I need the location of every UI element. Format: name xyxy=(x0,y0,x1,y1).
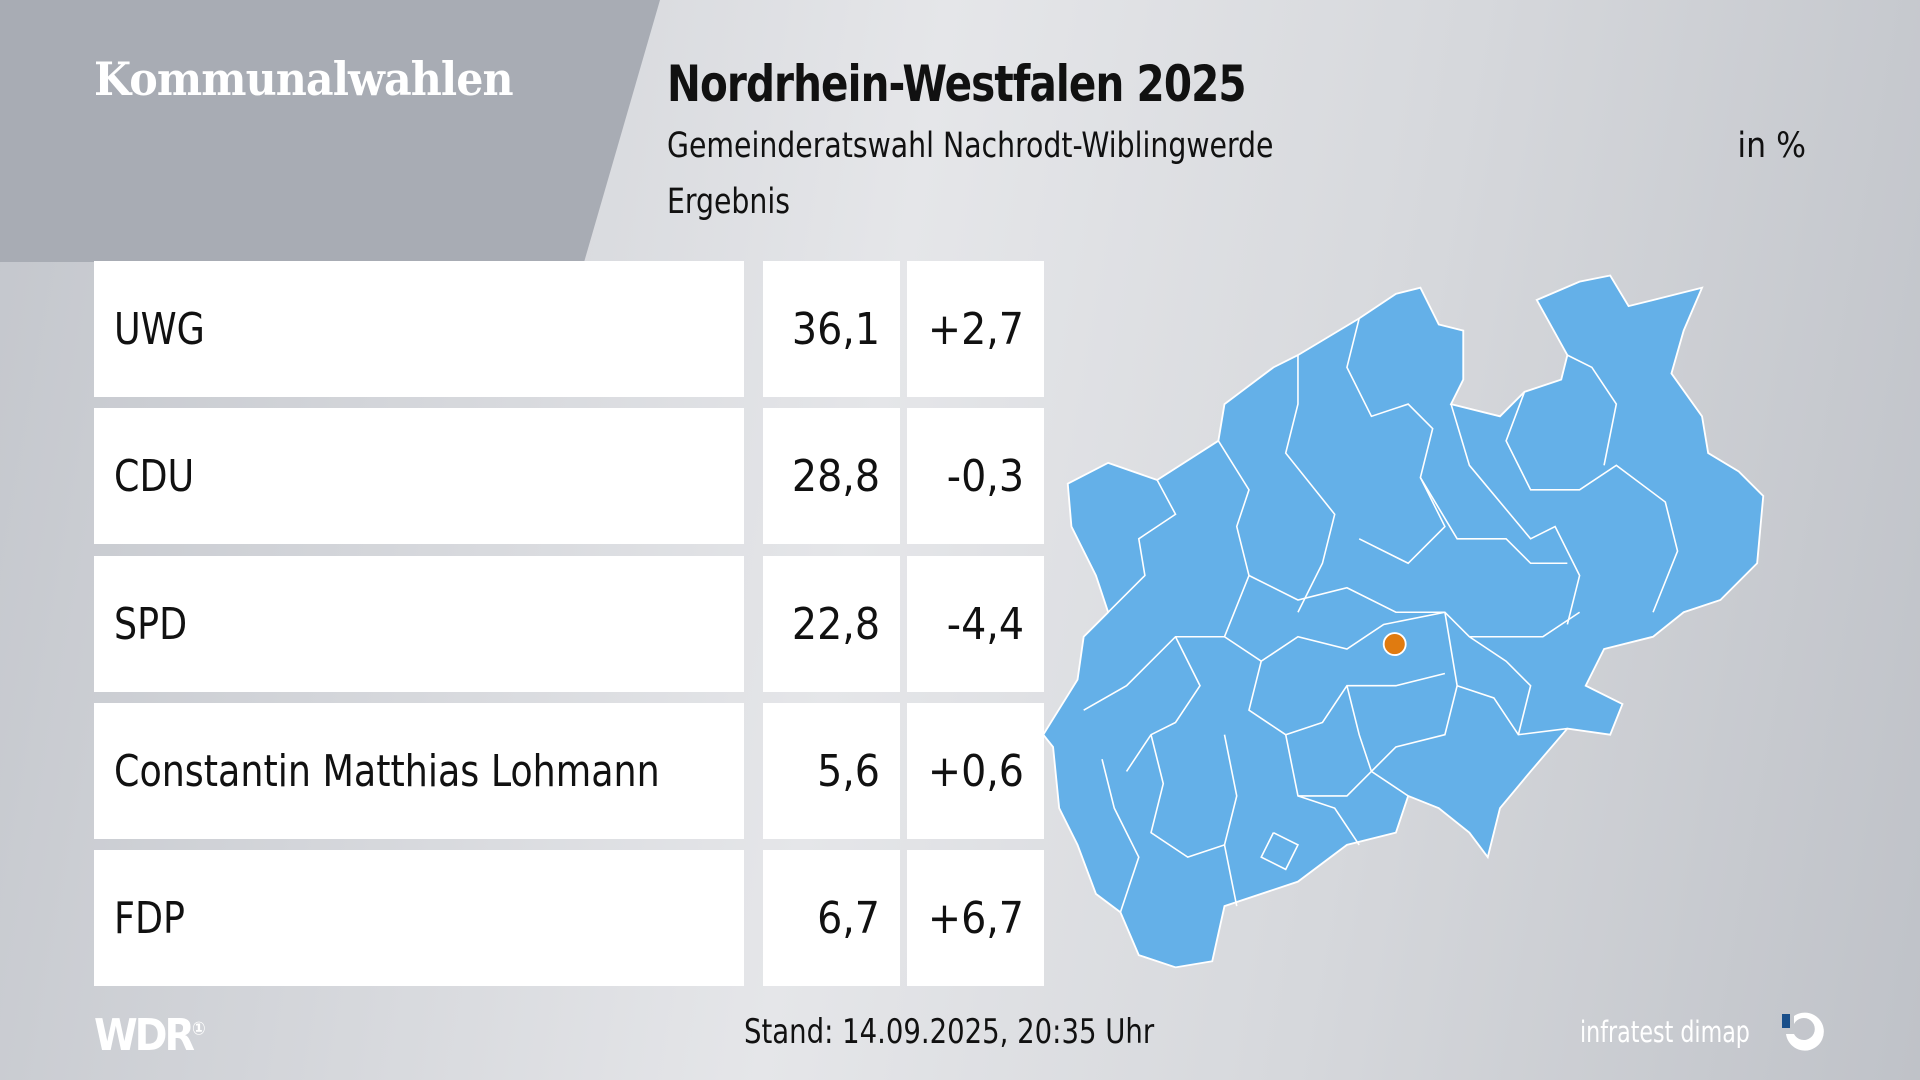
party-name-cell: UWG xyxy=(94,261,744,397)
party-name-cell: Constantin Matthias Lohmann xyxy=(94,703,744,839)
vote-share: 28,8 xyxy=(763,408,900,544)
infratest-dimap-logo-icon xyxy=(1782,1012,1824,1051)
unit-label: in % xyxy=(1737,126,1806,166)
vote-change: +2,7 xyxy=(907,261,1044,397)
nrw-outline xyxy=(1042,274,1765,969)
vote-change: +6,7 xyxy=(907,850,1044,986)
vote-share: 6,7 xyxy=(763,850,900,986)
vote-change: -0,3 xyxy=(907,408,1044,544)
timestamp: Stand: 14.09.2025, 20:35 Uhr xyxy=(744,1012,1155,1052)
wdr-logo: WDR① xyxy=(94,1010,206,1061)
vote-share: 22,8 xyxy=(763,556,900,692)
district-borders xyxy=(1083,318,1679,913)
party-name: FDP xyxy=(114,892,185,944)
party-name: CDU xyxy=(114,450,195,502)
vote-change: +0,6 xyxy=(907,703,1044,839)
party-name-cell: FDP xyxy=(94,850,744,986)
page-title: Nordrhein-Westfalen 2025 xyxy=(667,55,1247,113)
party-name: SPD xyxy=(114,598,188,650)
result-label: Ergebnis xyxy=(667,182,791,222)
subtitle: Gemeinderatswahl Nachrodt-Wiblingwerde xyxy=(667,126,1274,166)
vote-share: 5,6 xyxy=(763,703,900,839)
party-name-cell: CDU xyxy=(94,408,744,544)
pollster-logo-text: infratest dimap xyxy=(1580,1015,1750,1049)
party-name-cell: SPD xyxy=(94,556,744,692)
header-panel xyxy=(0,0,660,262)
party-name: UWG xyxy=(114,303,205,355)
vote-share: 36,1 xyxy=(763,261,900,397)
party-name: Constantin Matthias Lohmann xyxy=(114,745,660,797)
vote-change: -4,4 xyxy=(907,556,1044,692)
section-label: Kommunalwahlen xyxy=(94,52,514,106)
location-marker xyxy=(1382,632,1407,657)
